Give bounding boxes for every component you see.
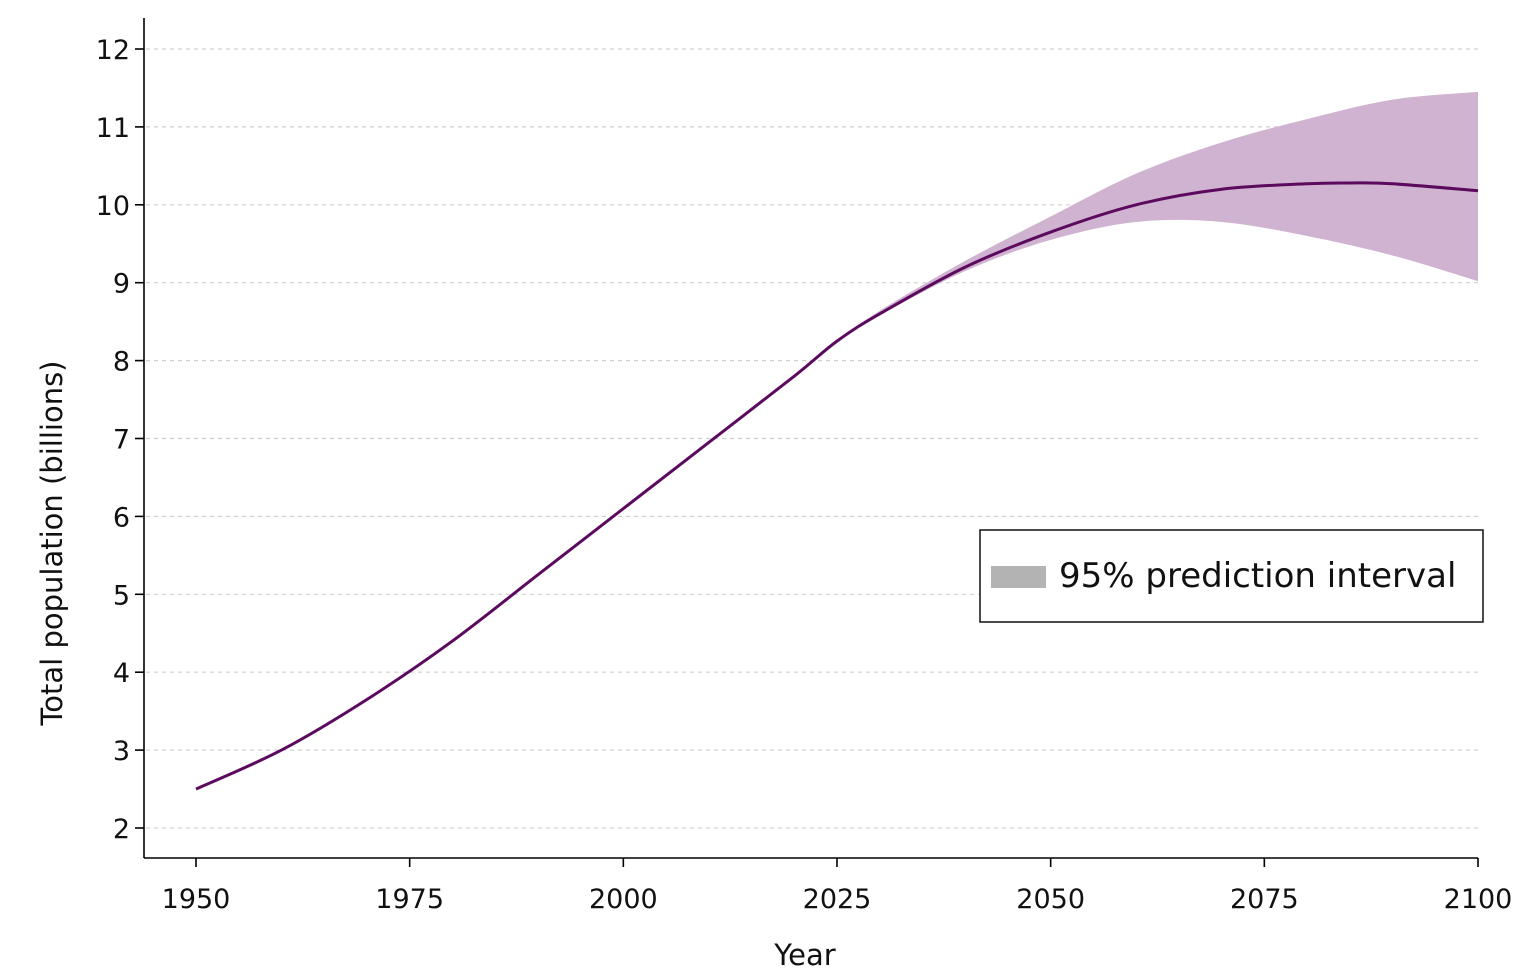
y-tick-label-11: 11 [96, 113, 130, 144]
population-series [195, 181, 1479, 791]
interval-area [837, 91, 1478, 342]
x-axis-title: Year [773, 938, 835, 972]
y-tick-label-7: 7 [113, 425, 130, 456]
legend: 95% prediction interval [979, 529, 1484, 623]
tick-labels: 2 3 4 5 6 7 8 9 10 11 12 1950 1975 2000 2025 2050 2075 21… [96, 35, 1513, 915]
x-tick-label-2025: 2025 [803, 884, 872, 915]
y-tick-label-6: 6 [113, 502, 130, 533]
y-tick-label-4: 4 [113, 658, 130, 689]
prediction-interval-band [837, 91, 1478, 342]
x-tick-label-1950: 1950 [162, 884, 231, 915]
y-tick-label-5: 5 [113, 580, 130, 611]
y-tick-label-12: 12 [96, 35, 130, 66]
y-tick-label-2: 2 [113, 814, 130, 845]
x-tick-label-2100: 2100 [1444, 884, 1513, 915]
legend-swatch [991, 566, 1046, 588]
legend-label: 95% prediction interval [1059, 556, 1456, 596]
series-line-0 [195, 181, 1479, 791]
x-tick-label-2050: 2050 [1016, 884, 1085, 915]
y-axis-title: Total population (billions) [35, 361, 69, 727]
x-tick-label-1975: 1975 [375, 884, 444, 915]
y-tick-label-9: 9 [113, 269, 130, 300]
y-tick-label-10: 10 [96, 191, 130, 222]
y-tick-label-3: 3 [113, 736, 130, 767]
x-tick-label-2075: 2075 [1230, 884, 1299, 915]
legend-box [979, 529, 1484, 623]
x-tick-label-2000: 2000 [589, 884, 658, 915]
y-tick-label-8: 8 [113, 347, 130, 378]
